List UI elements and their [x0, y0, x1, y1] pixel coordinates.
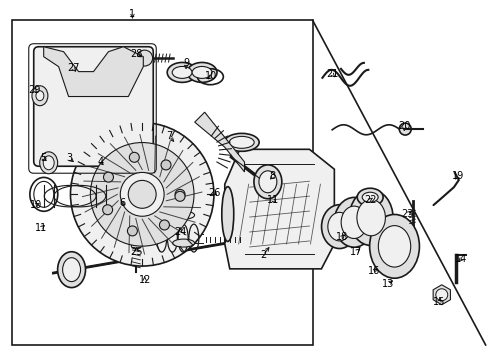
Text: 4: 4 — [98, 157, 103, 167]
Ellipse shape — [167, 62, 197, 82]
Circle shape — [161, 160, 171, 170]
Ellipse shape — [333, 197, 373, 247]
Text: 8: 8 — [269, 171, 275, 181]
Ellipse shape — [327, 212, 350, 241]
Text: 7: 7 — [165, 131, 172, 141]
Ellipse shape — [321, 205, 357, 248]
FancyBboxPatch shape — [34, 47, 153, 166]
Ellipse shape — [348, 190, 392, 246]
Polygon shape — [224, 149, 334, 269]
Circle shape — [102, 205, 112, 215]
Text: 20: 20 — [397, 121, 409, 131]
Text: 28: 28 — [130, 49, 142, 59]
Text: 13: 13 — [381, 279, 393, 289]
Circle shape — [70, 123, 213, 266]
Circle shape — [103, 172, 113, 182]
Circle shape — [159, 220, 169, 230]
Bar — [172, 215, 194, 243]
Circle shape — [399, 123, 410, 135]
Circle shape — [136, 50, 152, 66]
Text: 10: 10 — [205, 71, 217, 81]
Ellipse shape — [131, 243, 141, 249]
Circle shape — [175, 189, 184, 199]
Text: 11: 11 — [35, 224, 47, 233]
Circle shape — [127, 226, 137, 236]
Text: 15: 15 — [432, 297, 445, 307]
Text: 27: 27 — [67, 63, 79, 73]
Text: 24: 24 — [174, 227, 186, 237]
Text: 23: 23 — [401, 209, 413, 219]
Ellipse shape — [172, 67, 192, 78]
Ellipse shape — [253, 165, 281, 199]
Circle shape — [175, 192, 184, 201]
Text: 10: 10 — [30, 200, 42, 210]
Text: 5: 5 — [41, 153, 47, 163]
Text: 17: 17 — [349, 247, 362, 257]
Ellipse shape — [43, 156, 54, 170]
Ellipse shape — [224, 134, 259, 151]
Ellipse shape — [357, 188, 382, 206]
Text: 21: 21 — [325, 69, 338, 79]
Circle shape — [435, 289, 447, 301]
Circle shape — [90, 143, 194, 246]
Polygon shape — [43, 47, 143, 96]
Ellipse shape — [36, 91, 44, 101]
Polygon shape — [432, 285, 449, 305]
Circle shape — [120, 172, 164, 216]
Polygon shape — [194, 112, 244, 172]
Text: 3: 3 — [66, 153, 72, 163]
Ellipse shape — [172, 239, 194, 247]
Text: 25: 25 — [130, 247, 142, 257]
Text: 2: 2 — [259, 250, 265, 260]
Ellipse shape — [62, 258, 81, 282]
Ellipse shape — [341, 206, 366, 239]
Ellipse shape — [172, 211, 194, 219]
Ellipse shape — [369, 215, 419, 278]
Ellipse shape — [258, 171, 276, 193]
Text: 12: 12 — [138, 275, 150, 285]
Text: 6: 6 — [120, 198, 125, 208]
Text: 9: 9 — [183, 58, 189, 68]
Ellipse shape — [40, 152, 58, 174]
Ellipse shape — [229, 136, 254, 148]
Ellipse shape — [58, 252, 85, 288]
Circle shape — [129, 152, 139, 162]
Ellipse shape — [187, 62, 217, 82]
Ellipse shape — [362, 192, 377, 202]
Text: 16: 16 — [366, 266, 379, 276]
Ellipse shape — [378, 226, 410, 267]
Text: 19: 19 — [451, 171, 463, 181]
Ellipse shape — [356, 199, 385, 236]
Text: 11: 11 — [266, 195, 278, 205]
Ellipse shape — [222, 187, 233, 242]
Circle shape — [128, 180, 156, 208]
Ellipse shape — [32, 86, 48, 106]
Text: 1: 1 — [129, 9, 135, 19]
Bar — [12, 21, 312, 345]
Text: 29: 29 — [28, 85, 40, 95]
Ellipse shape — [192, 67, 212, 78]
Text: 26: 26 — [208, 188, 220, 198]
Text: 14: 14 — [454, 254, 467, 264]
Text: 18: 18 — [335, 232, 347, 242]
Text: 22: 22 — [363, 195, 376, 205]
